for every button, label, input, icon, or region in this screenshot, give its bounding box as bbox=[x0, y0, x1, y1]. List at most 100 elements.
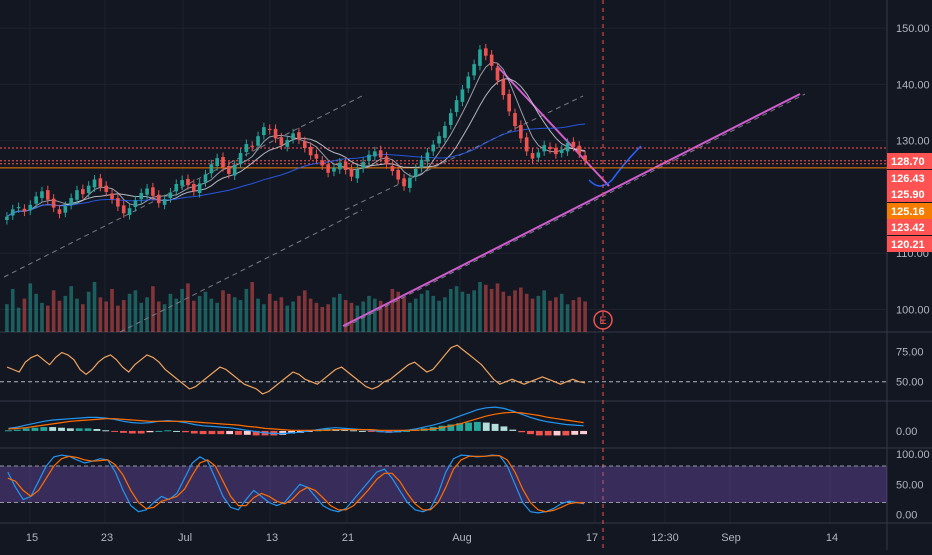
volume-bar-70 bbox=[413, 298, 418, 332]
drawings bbox=[3, 0, 806, 550]
volume-bar-0 bbox=[5, 304, 9, 332]
candle-body-14 bbox=[86, 185, 91, 194]
macd-hist-14 bbox=[128, 430, 136, 434]
candle-body-43 bbox=[256, 136, 260, 146]
volume-bar-79 bbox=[466, 293, 471, 332]
candle-body-0 bbox=[5, 216, 9, 221]
candle-body-7 bbox=[45, 190, 50, 200]
volume-bar-32 bbox=[191, 300, 196, 332]
candle-body-76 bbox=[448, 113, 453, 125]
volume-bar-67 bbox=[396, 291, 401, 332]
stoch-d-line bbox=[7, 455, 585, 513]
candle-body-99 bbox=[583, 155, 587, 161]
volume-bar-38 bbox=[227, 293, 231, 332]
macd-hist-1 bbox=[13, 429, 21, 431]
volume-bar-31 bbox=[186, 283, 190, 332]
candle-body-67 bbox=[396, 169, 401, 180]
channel-upper-1 bbox=[3, 95, 363, 278]
volume-bar-95 bbox=[559, 293, 564, 332]
volume-bar-58 bbox=[343, 300, 348, 332]
candle-body-91 bbox=[536, 152, 541, 158]
candle-body-88 bbox=[519, 124, 523, 139]
volume-bar-24 bbox=[145, 297, 149, 332]
macd-panel[interactable] bbox=[5, 406, 587, 436]
volume-bar-9 bbox=[57, 300, 62, 332]
rsi-panel[interactable] bbox=[0, 344, 887, 395]
macd-hist-3 bbox=[31, 427, 39, 431]
volume-bar-52 bbox=[308, 298, 313, 332]
candle-body-89 bbox=[524, 137, 529, 152]
channel-lower-1 bbox=[119, 209, 363, 333]
moving-averages bbox=[6, 61, 586, 218]
resistance-trendline bbox=[496, 65, 610, 187]
time-axis[interactable]: 15 23 Jul 13 21 Aug 17 12:30 Sep 14 bbox=[26, 532, 838, 544]
candle-body-28 bbox=[168, 192, 173, 199]
candle-body-97 bbox=[571, 141, 576, 147]
candle-body-50 bbox=[297, 132, 301, 140]
stoch-tick-1: 50.00 bbox=[896, 479, 924, 491]
moving-average-2 bbox=[6, 123, 586, 218]
macd-hist-18 bbox=[164, 430, 172, 432]
macd-hist-11 bbox=[102, 430, 110, 432]
volume-bar-44 bbox=[262, 304, 266, 332]
volume-bar-15 bbox=[92, 282, 97, 332]
candle-body-29 bbox=[174, 184, 179, 192]
candle-body-51 bbox=[302, 141, 307, 148]
macd-hist-32 bbox=[288, 430, 295, 434]
rsi-line bbox=[6, 344, 586, 395]
price-tick-2: 130.00 bbox=[896, 136, 930, 148]
volume-bar-76 bbox=[448, 288, 453, 332]
macd-hist-39 bbox=[350, 430, 357, 432]
candle-body-81 bbox=[478, 49, 482, 66]
volume-bar-36 bbox=[215, 302, 219, 332]
candle-body-40 bbox=[238, 153, 243, 164]
volume-bar-5 bbox=[34, 293, 38, 332]
macd-hist-53 bbox=[473, 421, 481, 431]
candle-body-15 bbox=[92, 179, 97, 188]
candle-body-20 bbox=[121, 205, 126, 214]
volume-bar-47 bbox=[279, 297, 284, 332]
price-axis[interactable]: 150.00140.00130.00110.00100.0075.0050.00… bbox=[896, 23, 930, 522]
candle-body-98 bbox=[577, 145, 582, 154]
macd-hist-16 bbox=[146, 430, 154, 433]
volume-bar-99 bbox=[583, 301, 587, 332]
price-label-badge-3 bbox=[887, 203, 932, 219]
price-labels: 128.70 126.43 125.90 125.16 123.42 120.21 bbox=[887, 153, 932, 252]
macd-hist-58 bbox=[518, 430, 526, 433]
volume-bar-23 bbox=[139, 302, 144, 332]
candle-body-47 bbox=[279, 137, 284, 146]
volume-bar-51 bbox=[302, 290, 307, 332]
volume-bar-88 bbox=[519, 287, 523, 332]
candle-body-44 bbox=[262, 127, 266, 136]
candle-body-58 bbox=[343, 161, 348, 170]
price-tick-0: 150.00 bbox=[896, 23, 930, 35]
candle-body-55 bbox=[326, 164, 330, 173]
candles[interactable] bbox=[5, 43, 587, 225]
volume-bar-63 bbox=[373, 298, 377, 332]
event-markers[interactable]: E bbox=[593, 310, 613, 330]
candle-body-71 bbox=[419, 159, 424, 168]
candle-body-72 bbox=[425, 152, 430, 162]
candle-body-54 bbox=[320, 160, 325, 166]
volume-bar-13 bbox=[81, 304, 85, 332]
candle-body-16 bbox=[98, 178, 103, 187]
volume-bar-49 bbox=[291, 301, 295, 332]
volume-bar-86 bbox=[507, 295, 511, 332]
candle-body-45 bbox=[267, 128, 272, 130]
macd-hist-6 bbox=[58, 427, 65, 431]
stochastic-panel[interactable] bbox=[0, 454, 887, 514]
candle-body-11 bbox=[69, 198, 73, 205]
candle-body-35 bbox=[209, 164, 214, 174]
volume-bar-37 bbox=[221, 290, 225, 332]
macd-hist-15 bbox=[137, 430, 145, 434]
volume-bar-14 bbox=[86, 291, 91, 332]
candle-body-38 bbox=[227, 166, 231, 174]
candle-body-74 bbox=[437, 136, 441, 144]
volume-bar-17 bbox=[104, 301, 109, 332]
candle-body-53 bbox=[314, 154, 319, 159]
projection-curve bbox=[588, 145, 642, 187]
volume-bar-35 bbox=[209, 298, 214, 332]
macd-hist-26 bbox=[235, 430, 242, 435]
